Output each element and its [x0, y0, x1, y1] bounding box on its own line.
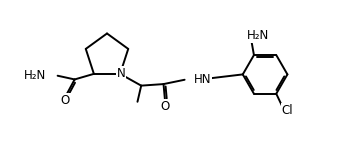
- Text: O: O: [61, 94, 70, 107]
- Text: H₂N: H₂N: [24, 69, 46, 82]
- Text: HN: HN: [194, 73, 211, 86]
- Text: Cl: Cl: [282, 104, 293, 117]
- Text: O: O: [161, 100, 170, 113]
- Text: N: N: [117, 67, 125, 80]
- Text: H₂N: H₂N: [247, 29, 269, 42]
